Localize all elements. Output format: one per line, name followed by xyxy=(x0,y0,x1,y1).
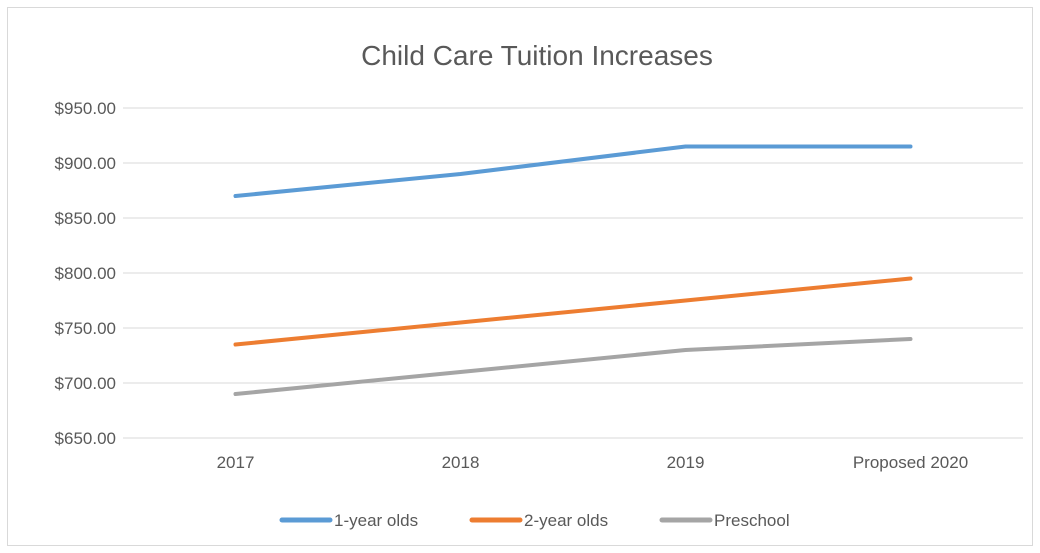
gridlines xyxy=(123,107,1023,439)
x-tick-label: 2017 xyxy=(217,453,255,472)
y-tick-label: $650.00 xyxy=(55,429,116,448)
y-tick-label: $750.00 xyxy=(55,319,116,338)
y-axis-tick-labels: $650.00 $700.00 $750.00 $800.00 $850.00 $900.… xyxy=(55,99,116,448)
y-tick-label: $950.00 xyxy=(55,99,116,118)
chart-title: Child Care Tuition Increases xyxy=(361,40,713,71)
x-tick-label: 2018 xyxy=(442,453,480,472)
series-line-preschool xyxy=(233,337,913,396)
x-axis-tick-labels: 2017 2018 2019 Proposed 2020 xyxy=(217,453,969,472)
series-line-2-year-olds xyxy=(233,276,913,347)
y-tick-label: $700.00 xyxy=(55,374,116,393)
legend-label: 2-year olds xyxy=(524,511,608,530)
y-tick-label: $900.00 xyxy=(55,154,116,173)
y-tick-label: $850.00 xyxy=(55,209,116,228)
line-chart: Child Care Tuition Increases $650.00 $700… xyxy=(55,40,1023,530)
legend: 1-year olds 2-year olds Preschool xyxy=(279,511,790,530)
legend-label: 1-year olds xyxy=(334,511,418,530)
series-lines xyxy=(233,144,913,396)
legend-label: Preschool xyxy=(714,511,790,530)
x-tick-label: 2019 xyxy=(667,453,705,472)
chart-area: Child Care Tuition Increases $650.00 $700… xyxy=(7,7,1033,546)
x-tick-label: Proposed 2020 xyxy=(853,453,968,472)
series-line-1-year-olds xyxy=(233,144,913,198)
y-tick-label: $800.00 xyxy=(55,264,116,283)
